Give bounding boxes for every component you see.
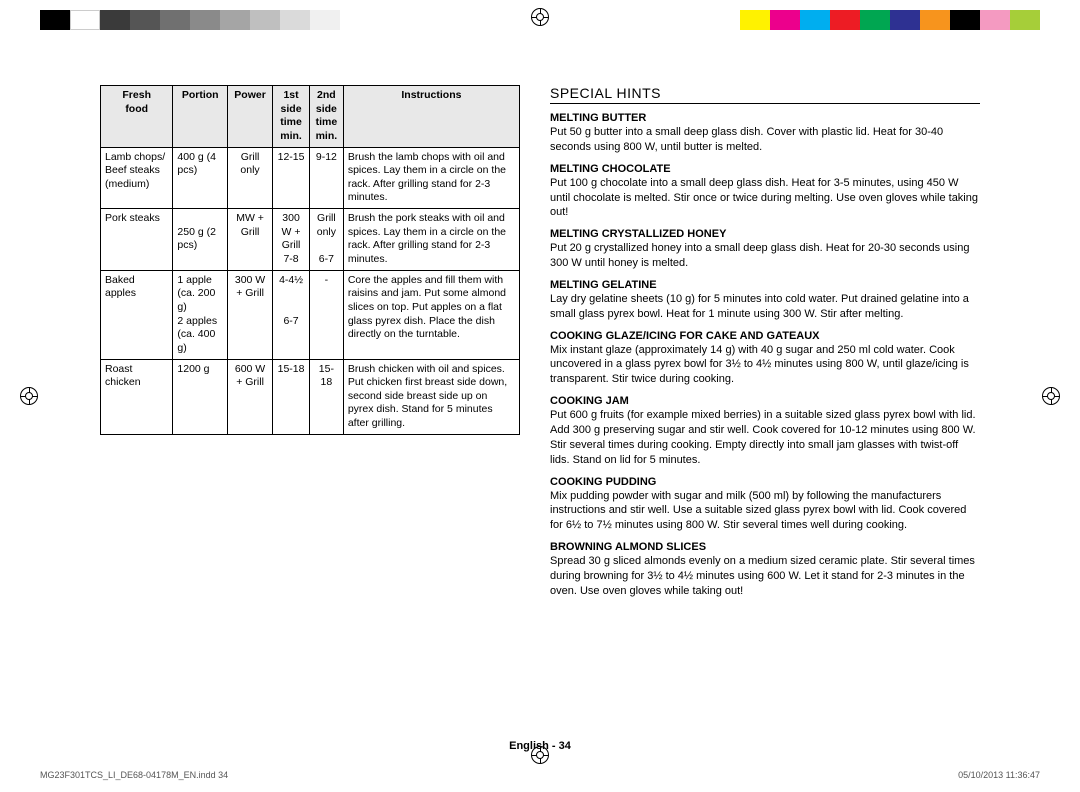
- table-cell: Brush chicken with oil and spices. Put c…: [343, 359, 519, 434]
- page-footer-center: English - 34: [0, 740, 1080, 752]
- color-swatch: [310, 10, 340, 30]
- footer-filename: MG23F301TCS_LI_DE68-04178M_EN.indd 34: [40, 770, 228, 780]
- color-swatch: [920, 10, 950, 30]
- table-cell: Grill only: [227, 147, 272, 209]
- hint-heading: Cooking Pudding: [550, 476, 980, 488]
- color-swatch: [800, 10, 830, 30]
- hint-text: Put 50 g butter into a small deep glass …: [550, 125, 980, 155]
- page-footer-bar: MG23F301TCS_LI_DE68-04178M_EN.indd 34 05…: [40, 770, 1040, 780]
- table-cell: MW + Grill: [227, 209, 272, 271]
- hint-text: Mix instant glaze (approximately 14 g) w…: [550, 343, 980, 388]
- hint-heading: Melting Butter: [550, 112, 980, 124]
- table-header-cell: Portion: [173, 86, 228, 148]
- color-swatch: [770, 10, 800, 30]
- color-swatch: [40, 10, 70, 30]
- table-cell: Lamb chops/ Beef steaks (medium): [101, 147, 173, 209]
- hint-text: Put 100 g chocolate into a small deep gl…: [550, 176, 980, 221]
- table-cell: 300 W + Grill7-8: [273, 209, 310, 271]
- table-row: Pork steaks250 g (2 pcs)MW + Grill300 W …: [101, 209, 520, 271]
- color-swatch: [100, 10, 130, 30]
- cooking-table: FreshfoodPortionPower1st sidetimemin.2nd…: [100, 85, 520, 435]
- hint-heading: Cooking Glaze/Icing for Cake and Gateaux: [550, 330, 980, 342]
- color-swatch: [890, 10, 920, 30]
- table-cell: 400 g (4 pcs): [173, 147, 228, 209]
- table-header-cell: Instructions: [343, 86, 519, 148]
- color-swatch: [220, 10, 250, 30]
- hint-text: Put 600 g fruits (for example mixed berr…: [550, 408, 980, 467]
- table-header-cell: 2nd sidetimemin.: [309, 86, 343, 148]
- hint-heading: Cooking Jam: [550, 395, 980, 407]
- table-cell: 12-15: [273, 147, 310, 209]
- registration-mark-icon: [531, 8, 549, 26]
- color-swatch: [950, 10, 980, 30]
- registration-mark-icon: [20, 387, 38, 405]
- footer-timestamp: 05/10/2013 11:36:47: [958, 770, 1040, 780]
- special-hints-column: SPECIAL HINTS Melting ButterPut 50 g but…: [550, 85, 980, 732]
- table-cell: 600 W + Grill: [227, 359, 272, 434]
- hint-heading: Browning Almond Slices: [550, 541, 980, 553]
- color-swatch: [740, 10, 770, 30]
- table-cell: Roast chicken: [101, 359, 173, 434]
- table-cell: 300 W + Grill: [227, 270, 272, 359]
- hint-text: Spread 30 g sliced almonds evenly on a m…: [550, 554, 980, 599]
- hint-text: Put 20 g crystallized honey into a small…: [550, 241, 980, 271]
- cooking-table-column: FreshfoodPortionPower1st sidetimemin.2nd…: [100, 85, 520, 732]
- color-swatch: [250, 10, 280, 30]
- color-swatch: [830, 10, 860, 30]
- table-cell: Grill only6-7: [309, 209, 343, 271]
- table-cell: -: [309, 270, 343, 359]
- color-swatch: [860, 10, 890, 30]
- table-header-cell: Freshfood: [101, 86, 173, 148]
- color-swatch: [280, 10, 310, 30]
- table-cell: 1 apple (ca. 200 g)2 apples (ca. 400 g): [173, 270, 228, 359]
- color-swatch: [70, 10, 100, 30]
- table-cell: 4-4½6-7: [273, 270, 310, 359]
- table-cell: Pork steaks: [101, 209, 173, 271]
- color-swatch: [160, 10, 190, 30]
- color-bar-right: [740, 10, 1040, 30]
- hint-heading: Melting Gelatine: [550, 279, 980, 291]
- table-cell: 15-18: [309, 359, 343, 434]
- table-cell: 1200 g: [173, 359, 228, 434]
- table-header-cell: 1st sidetimemin.: [273, 86, 310, 148]
- table-row: Baked apples1 apple (ca. 200 g)2 apples …: [101, 270, 520, 359]
- registration-mark-icon: [1042, 387, 1060, 405]
- table-row: Roast chicken1200 g600 W + Grill15-1815-…: [101, 359, 520, 434]
- color-swatch: [190, 10, 220, 30]
- table-cell: Brush the lamb chops with oil and spices…: [343, 147, 519, 209]
- color-swatch: [130, 10, 160, 30]
- page-content: FreshfoodPortionPower1st sidetimemin.2nd…: [100, 85, 980, 732]
- color-swatch: [1010, 10, 1040, 30]
- table-header-cell: Power: [227, 86, 272, 148]
- table-cell: Baked apples: [101, 270, 173, 359]
- special-hints-title: SPECIAL HINTS: [550, 85, 980, 104]
- hint-heading: Melting Chocolate: [550, 163, 980, 175]
- hint-text: Mix pudding powder with sugar and milk (…: [550, 489, 980, 534]
- color-swatch: [980, 10, 1010, 30]
- table-cell: 15-18: [273, 359, 310, 434]
- table-row: Lamb chops/ Beef steaks (medium)400 g (4…: [101, 147, 520, 209]
- hint-text: Lay dry gelatine sheets (10 g) for 5 min…: [550, 292, 980, 322]
- table-cell: 250 g (2 pcs): [173, 209, 228, 271]
- table-cell: Core the apples and fill them with raisi…: [343, 270, 519, 359]
- hint-heading: Melting Crystallized Honey: [550, 228, 980, 240]
- table-cell: 9-12: [309, 147, 343, 209]
- table-cell: Brush the pork steaks with oil and spice…: [343, 209, 519, 271]
- color-bar-left: [40, 10, 340, 30]
